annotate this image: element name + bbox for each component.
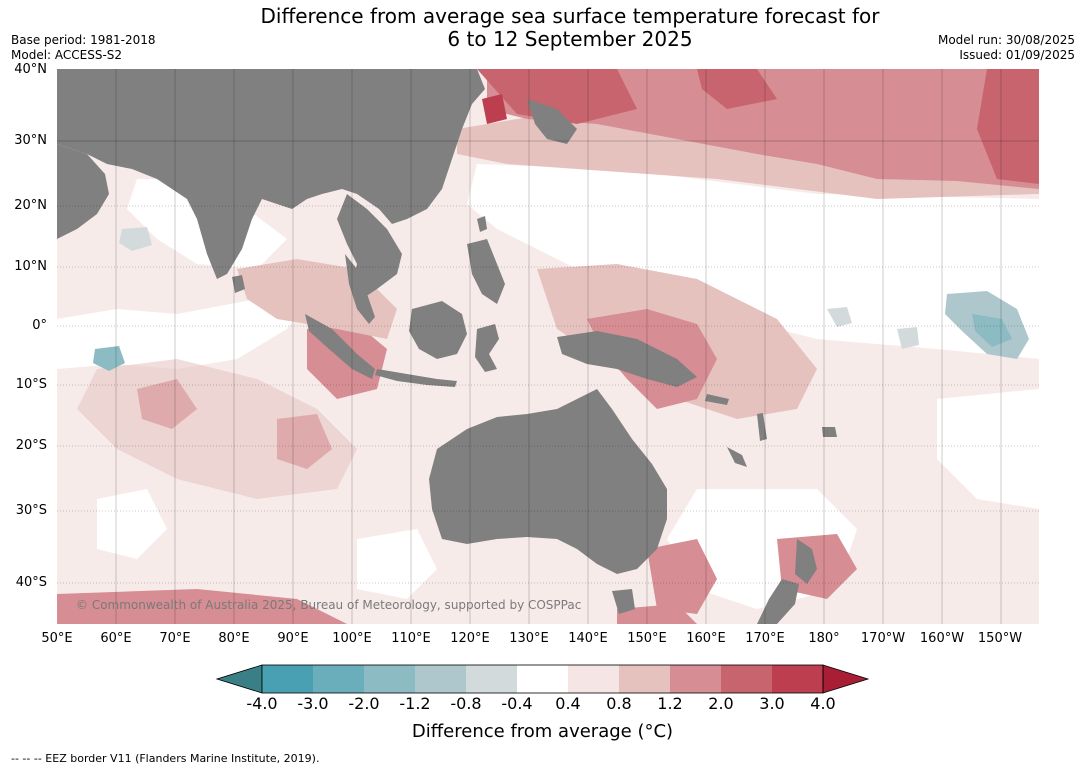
- malay-peninsula: [345, 254, 375, 324]
- java: [375, 369, 457, 387]
- copyright-notice: © Commonwealth of Australia 2025, Bureau…: [76, 598, 582, 612]
- colorbar-cell: [619, 665, 670, 693]
- taiwan: [477, 216, 487, 232]
- colorbar-tick-label: -1.2: [399, 694, 431, 713]
- colorbar-cell: [415, 665, 466, 693]
- map-title: Difference from average sea surface temp…: [260, 4, 880, 28]
- solomon-islands: [705, 394, 729, 405]
- australia: [429, 389, 667, 574]
- lat-label-20n: 20°N: [14, 198, 47, 213]
- vanuatu: [757, 413, 767, 441]
- lat-label-40s: 40°S: [15, 575, 47, 590]
- issued-text: Issued: 01/09/2025: [959, 48, 1075, 62]
- map-subtitle: 6 to 12 September 2025: [447, 27, 693, 51]
- indochina-land: [337, 194, 402, 299]
- new-zealand-south: [757, 579, 799, 624]
- lon-label-140e: 140°E: [568, 631, 608, 646]
- lon-label-170e: 170°E: [745, 631, 785, 646]
- fiji: [822, 427, 837, 437]
- lon-label-60e: 60°E: [100, 631, 132, 646]
- colorbar-extend-low: [216, 664, 263, 694]
- lon-label-50e: 50°E: [41, 631, 73, 646]
- colorbar-tick-label: -0.4: [501, 694, 533, 713]
- colorbar-tick-label: -2.0: [348, 694, 380, 713]
- asia-land: [57, 69, 485, 279]
- colorbar-tick-label: 2.0: [708, 694, 734, 713]
- lon-label-150w: 150°W: [977, 631, 1023, 646]
- colorbar-tick-label: 1.2: [657, 694, 683, 713]
- colorbar-tick-label: -0.8: [450, 694, 482, 713]
- lon-label-70e: 70°E: [159, 631, 191, 646]
- cool-anomaly-regions: [93, 227, 1029, 371]
- colorbar-tick-label: 3.0: [759, 694, 785, 713]
- japan: [527, 99, 577, 144]
- lon-label-130e: 130°E: [509, 631, 549, 646]
- lat-label-equator: 0°: [32, 318, 47, 333]
- lat-label-10s: 10°S: [15, 377, 47, 392]
- lon-label-180: 180°: [808, 631, 840, 646]
- colorbar-tick-label: -3.0: [297, 694, 329, 713]
- lat-label-20s: 20°S: [15, 438, 47, 453]
- sulawesi: [475, 324, 499, 372]
- philippines: [467, 239, 505, 304]
- colorbar-tick-label: 0.8: [606, 694, 632, 713]
- colorbar: [216, 664, 870, 694]
- model-run-text: Model run: 30/08/2025: [937, 33, 1075, 47]
- colorbar-cell: [772, 665, 823, 693]
- new-caledonia: [727, 447, 747, 467]
- sumatra: [305, 314, 375, 379]
- colorbar-tick-label: 0.4: [555, 694, 581, 713]
- colorbar-cell: [517, 665, 568, 693]
- lon-label-120e: 120°E: [450, 631, 490, 646]
- sri-lanka: [232, 275, 245, 293]
- model-text: Model: ACCESS-S2: [11, 48, 123, 62]
- new-guinea: [557, 331, 697, 387]
- colorbar-tick-label: -4.0: [246, 694, 278, 713]
- colorbar-cell: [313, 665, 364, 693]
- colorbar-cell: [262, 665, 313, 693]
- colorbar-title: Difference from average (°C): [411, 721, 674, 742]
- borneo: [409, 301, 467, 359]
- lon-label-100e: 100°E: [332, 631, 372, 646]
- lon-label-150e: 150°E: [627, 631, 667, 646]
- tasmania: [612, 589, 635, 614]
- eez-footnote: -- -- -- EEZ border V11 (Flanders Marine…: [11, 752, 320, 765]
- lat-label-30n: 30°N: [14, 133, 47, 148]
- sst-anomaly-map: [57, 69, 1039, 624]
- lon-label-110e: 110°E: [391, 631, 431, 646]
- colorbar-cell: [466, 665, 517, 693]
- colorbar-cell: [568, 665, 619, 693]
- lat-label-10n: 10°N: [14, 259, 47, 274]
- lon-label-80e: 80°E: [218, 631, 250, 646]
- colorbar-cell: [721, 665, 772, 693]
- land-masses: [57, 69, 837, 624]
- graticule: [57, 69, 1039, 624]
- new-zealand-north: [795, 539, 817, 584]
- lat-label-40n: 40°N: [14, 62, 47, 77]
- arabia-land: [57, 144, 109, 239]
- colorbar-cell: [670, 665, 721, 693]
- colorbar-extend-high: [822, 664, 870, 694]
- warm-anomaly-regions: [57, 69, 1039, 624]
- lon-label-160w: 160°W: [919, 631, 965, 646]
- colorbar-cell: [364, 665, 415, 693]
- colorbar-frame: [261, 664, 824, 694]
- lat-label-30s: 30°S: [15, 503, 47, 518]
- lon-label-170w: 170°W: [860, 631, 906, 646]
- lon-label-160e: 160°E: [686, 631, 726, 646]
- colorbar-tick-label: 4.0: [810, 694, 836, 713]
- base-period-text: Base period: 1981-2018: [11, 33, 156, 47]
- lon-label-90e: 90°E: [277, 631, 309, 646]
